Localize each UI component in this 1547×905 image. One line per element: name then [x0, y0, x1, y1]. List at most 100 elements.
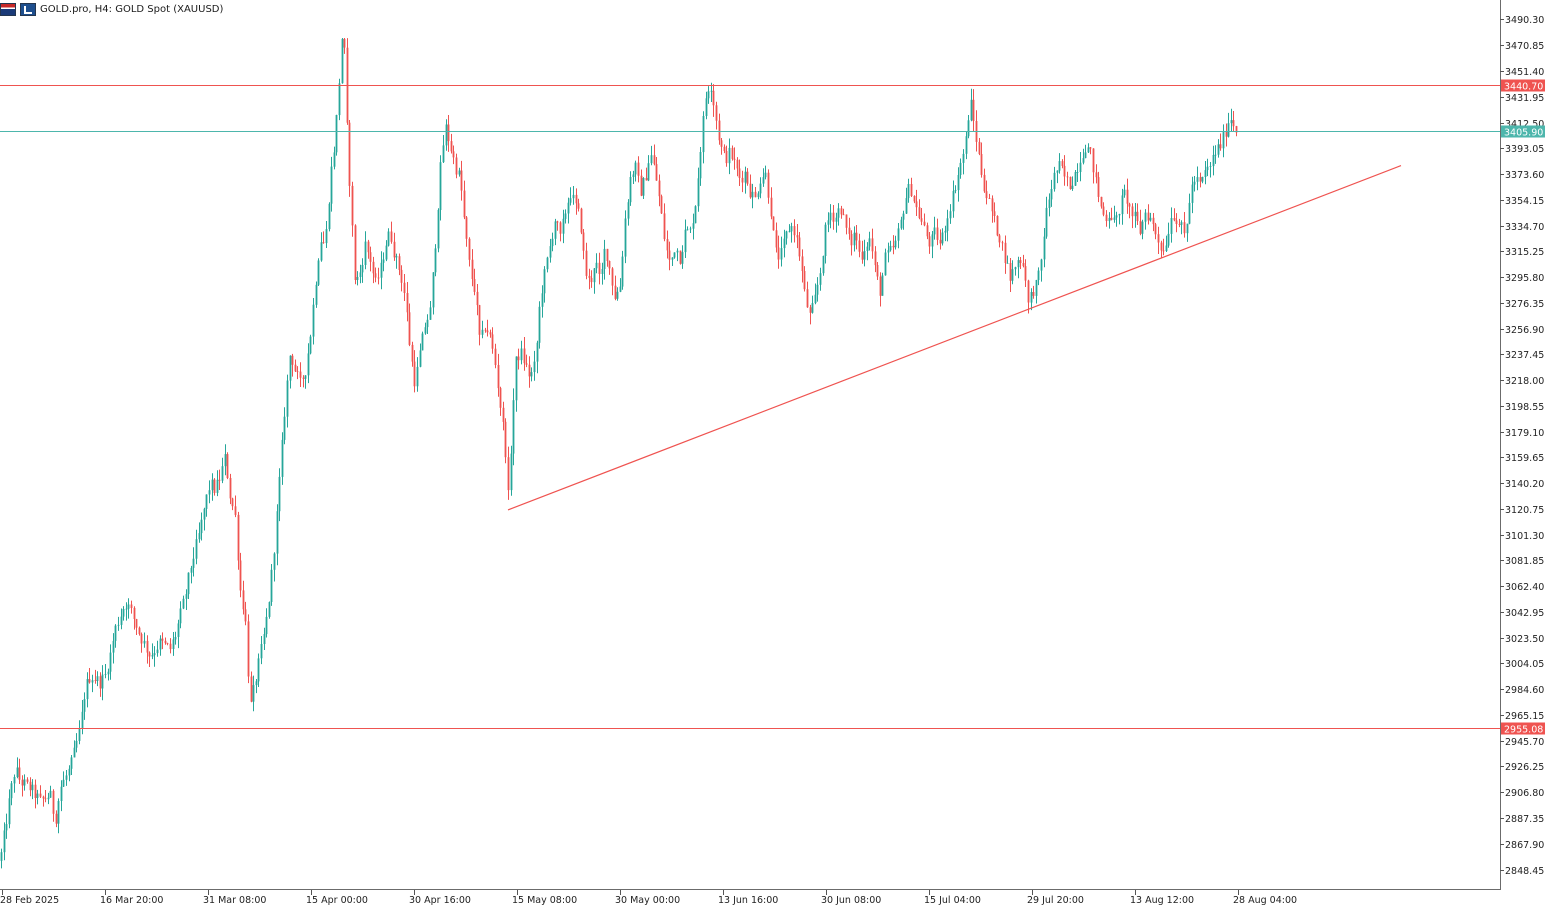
- candle-body: [845, 214, 848, 228]
- candle-body: [780, 248, 783, 260]
- candle-body: [764, 172, 767, 178]
- price-tick-label: 2965.15: [1505, 711, 1544, 722]
- candle-body: [1040, 259, 1043, 271]
- candle-body: [1030, 292, 1033, 303]
- candle-body: [900, 219, 903, 229]
- candle-body: [954, 190, 957, 191]
- candle-body: [1048, 199, 1051, 208]
- candle-body: [432, 272, 435, 308]
- candle-body: [468, 238, 471, 260]
- candle-body: [866, 246, 869, 251]
- candle-body: [1227, 123, 1230, 137]
- price-tick-label: 3062.40: [1505, 582, 1544, 593]
- time-axis[interactable]: 28 Feb 2025 16 Mar 20:00 31 Mar 08:00 15 Ap…: [0, 890, 1297, 905]
- chart-header: GOLD.pro, H4: GOLD Spot (XAUUSD): [0, 1, 228, 17]
- candle-body: [263, 634, 266, 644]
- candle-body: [575, 194, 578, 204]
- candle-body: [1087, 147, 1090, 153]
- support-level-tag: [1501, 722, 1545, 735]
- candle-body: [972, 99, 975, 121]
- price-tick-label: 3295.80: [1505, 273, 1544, 284]
- candle-body: [1121, 195, 1124, 215]
- candle-body: [47, 797, 50, 800]
- price-tick-label: 3042.95: [1505, 608, 1544, 619]
- candle-body: [728, 147, 731, 164]
- candle-body: [341, 38, 344, 84]
- price-tick-label: 3334.70: [1505, 222, 1544, 233]
- candle-body: [447, 124, 450, 142]
- candle-body: [411, 344, 414, 362]
- candle-body: [1225, 131, 1228, 137]
- price-tick-label: 3218.00: [1505, 376, 1544, 387]
- candle-body: [1024, 266, 1027, 281]
- candle-body: [177, 623, 180, 637]
- candle-body: [1118, 214, 1121, 216]
- price-tick-label: 3451.40: [1505, 67, 1544, 78]
- price-tick-label: 3120.75: [1505, 505, 1544, 516]
- chart-type-icon[interactable]: [20, 2, 36, 16]
- candle-body: [309, 336, 312, 354]
- candle-body: [174, 637, 177, 640]
- levels-layer: [0, 85, 1500, 729]
- candle-body: [361, 265, 364, 273]
- candle-body: [354, 225, 357, 280]
- candle-body: [302, 377, 305, 379]
- candle-body: [554, 221, 557, 239]
- candle-body: [775, 230, 778, 248]
- candle-body: [666, 239, 669, 251]
- candle-body: [874, 251, 877, 266]
- candle-body: [959, 162, 962, 175]
- price-axis[interactable]: 3490.30 3470.85 3451.40 3431.95 3412.50 3393.…: [1500, 15, 1544, 877]
- candle-body: [226, 454, 229, 478]
- candle-body: [205, 494, 208, 509]
- candle-body: [330, 166, 333, 204]
- candle-body: [270, 569, 273, 602]
- candle-body: [1147, 212, 1150, 221]
- candle-body: [767, 172, 770, 198]
- candle-body: [1232, 120, 1235, 127]
- candle-body: [551, 238, 554, 247]
- candle-body: [338, 83, 341, 116]
- candle-body: [57, 801, 60, 824]
- candle-body: [663, 213, 666, 240]
- candle-body: [439, 162, 442, 210]
- candle-body: [1173, 218, 1176, 221]
- candle-body: [1066, 176, 1069, 178]
- candle-body: [299, 371, 302, 378]
- candle-body: [190, 567, 193, 573]
- candle-body: [777, 247, 780, 260]
- candle-body: [257, 658, 260, 682]
- candle-body: [1217, 144, 1220, 155]
- price-tick-label: 3393.05: [1505, 144, 1544, 155]
- candle-body: [255, 681, 258, 686]
- candle-body: [143, 640, 146, 644]
- candle-body: [125, 608, 128, 610]
- candle-body: [1019, 260, 1022, 263]
- candle-body: [413, 361, 416, 387]
- candle-body: [1056, 170, 1059, 173]
- candle-body: [244, 609, 247, 622]
- candle-body: [1014, 267, 1017, 270]
- time-tick-label: 16 Mar 20:00: [100, 895, 163, 905]
- candle-body: [104, 674, 107, 675]
- candle-body: [315, 284, 318, 305]
- candle-body: [884, 252, 887, 276]
- candle-body: [1022, 263, 1025, 267]
- candle-body: [101, 674, 104, 689]
- candle-body: [642, 178, 645, 196]
- candle-body: [1105, 214, 1108, 221]
- price-tags: 3440.70 2955.08 3405.90: [1501, 79, 1545, 736]
- candle-body: [148, 652, 151, 657]
- candle-body: [798, 237, 801, 257]
- candle-body: [502, 407, 505, 422]
- candle-body: [138, 627, 141, 634]
- candle-body: [1157, 234, 1160, 243]
- candle-body: [1017, 260, 1020, 268]
- candle-body: [1219, 144, 1222, 149]
- price-tick-label: 3023.50: [1505, 634, 1544, 645]
- candle-body: [1154, 224, 1157, 235]
- candle-body: [897, 228, 900, 241]
- candle-body: [835, 217, 838, 222]
- candle-body: [918, 207, 921, 219]
